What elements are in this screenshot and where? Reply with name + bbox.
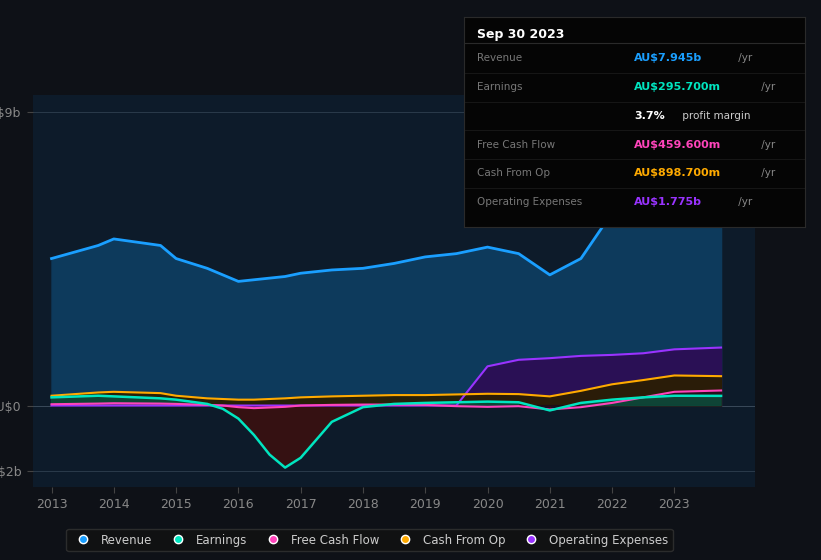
Text: /yr: /yr: [758, 139, 775, 150]
Text: /yr: /yr: [736, 197, 753, 207]
Text: profit margin: profit margin: [679, 111, 750, 121]
Text: AU$7.945b: AU$7.945b: [635, 53, 703, 63]
Text: AU$1.775b: AU$1.775b: [635, 197, 702, 207]
Text: Free Cash Flow: Free Cash Flow: [478, 139, 556, 150]
Text: Operating Expenses: Operating Expenses: [478, 197, 583, 207]
Text: Cash From Op: Cash From Op: [478, 168, 551, 178]
Text: AU$898.700m: AU$898.700m: [635, 168, 722, 178]
Text: 3.7%: 3.7%: [635, 111, 665, 121]
Text: Revenue: Revenue: [478, 53, 523, 63]
Legend: Revenue, Earnings, Free Cash Flow, Cash From Op, Operating Expenses: Revenue, Earnings, Free Cash Flow, Cash …: [67, 529, 672, 551]
Text: /yr: /yr: [736, 53, 753, 63]
Text: /yr: /yr: [758, 168, 775, 178]
Text: Sep 30 2023: Sep 30 2023: [478, 29, 565, 41]
Text: AU$459.600m: AU$459.600m: [635, 139, 722, 150]
Text: /yr: /yr: [758, 82, 775, 92]
Text: Earnings: Earnings: [478, 82, 523, 92]
Text: AU$295.700m: AU$295.700m: [635, 82, 721, 92]
